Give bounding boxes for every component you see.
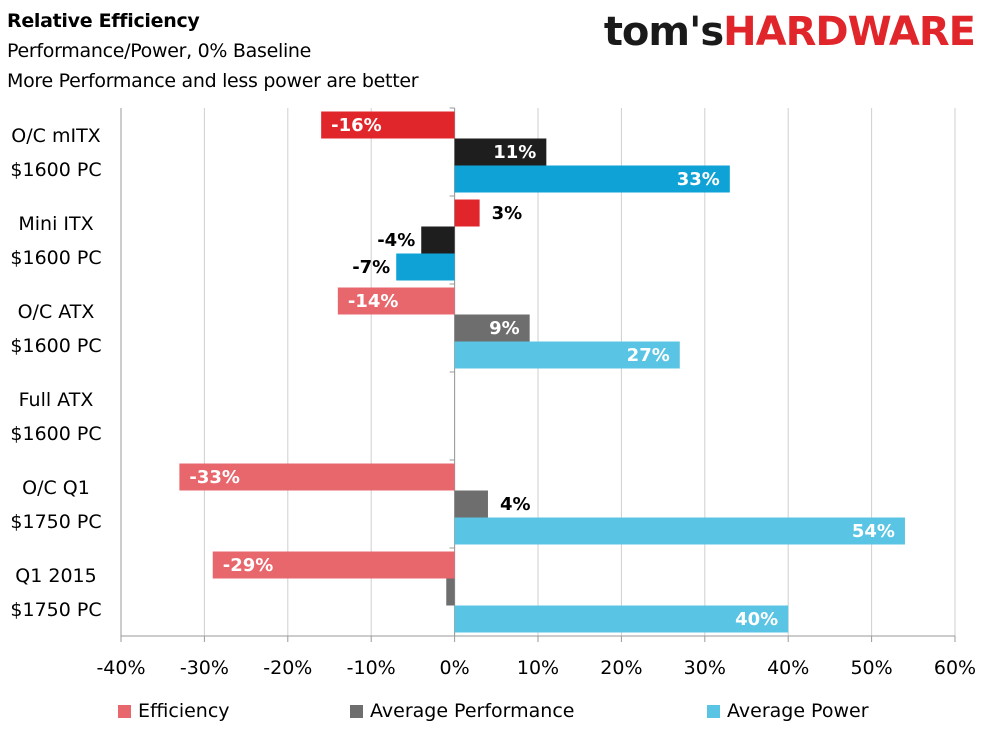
chart-legend: Efficiency Average Performance Average P… [0,700,989,728]
bar [454,341,680,369]
x-tick-label: 50% [850,657,892,679]
bar [179,463,455,491]
x-tick-label: -30% [180,657,229,679]
legend-item-efficiency: Efficiency [118,700,230,722]
logo-part-toms: tom's [603,9,724,55]
category-label: $1600 PC [10,247,101,269]
data-label: 3% [492,203,523,224]
category-label: O/C ATX [18,301,95,323]
data-label: 33% [677,169,720,190]
data-label: -16% [331,115,382,136]
data-label: 9% [489,318,520,339]
legend-label-average-power: Average Power [727,700,869,722]
chart-note: More Performance and less power are bett… [7,70,419,92]
bar [454,314,530,342]
x-tick-label: 20% [600,657,642,679]
legend-swatch-efficiency [118,704,131,718]
category-label: Mini ITX [18,213,93,235]
x-tick-label: 10% [517,657,559,679]
x-tick-label: -10% [347,657,396,679]
bar [421,226,455,254]
data-label: -7% [352,257,390,278]
bar [212,551,455,579]
bar [396,253,455,281]
legend-label-efficiency: Efficiency [138,700,230,722]
bar [337,287,455,315]
data-label: -14% [348,291,399,312]
category-label: $1600 PC [10,423,101,445]
logo-part-hardware: HARDWARE [723,9,976,55]
data-label: -33% [189,467,240,488]
x-tick-label: 0% [440,657,470,679]
legend-item-average-power: Average Power [707,700,869,722]
chart-subtitle: Performance/Power, 0% Baseline [7,40,312,62]
x-tick-label: 40% [767,657,809,679]
bar [454,165,730,193]
legend-swatch-average-performance [350,704,363,718]
category-label: $1600 PC [10,159,101,181]
category-label: Full ATX [19,389,94,411]
data-label: 40% [735,609,778,630]
bar [446,578,455,606]
bar [454,199,480,227]
bar [454,490,488,518]
legend-label-average-performance: Average Performance [370,700,575,722]
data-label: -29% [223,555,274,576]
category-label: $1600 PC [10,335,101,357]
toms-hardware-logo: tom'sHARDWARE [603,8,976,56]
category-label: $1750 PC [10,599,101,621]
category-label: $1750 PC [10,511,101,533]
bar [321,111,455,139]
bar [454,605,789,633]
category-label: O/C mITX [11,125,100,147]
chart-title: Relative Efficiency [7,10,200,32]
legend-item-average-performance: Average Performance [350,700,574,722]
category-label: Q1 2015 [15,565,96,587]
x-tick-label: -40% [96,657,145,679]
data-label: 54% [852,521,895,542]
bar [454,517,905,545]
legend-swatch-average-power [707,704,720,718]
data-label: 4% [500,494,531,515]
data-label: 27% [627,345,670,366]
bar [454,138,547,166]
x-tick-label: 60% [934,657,976,679]
x-tick-label: -20% [263,657,312,679]
chart-header: Relative Efficiency Performance/Power, 0… [7,6,419,96]
data-label: 11% [493,142,536,163]
data-label: -4% [377,230,415,251]
x-tick-label: 30% [684,657,726,679]
category-label: O/C Q1 [22,477,90,499]
